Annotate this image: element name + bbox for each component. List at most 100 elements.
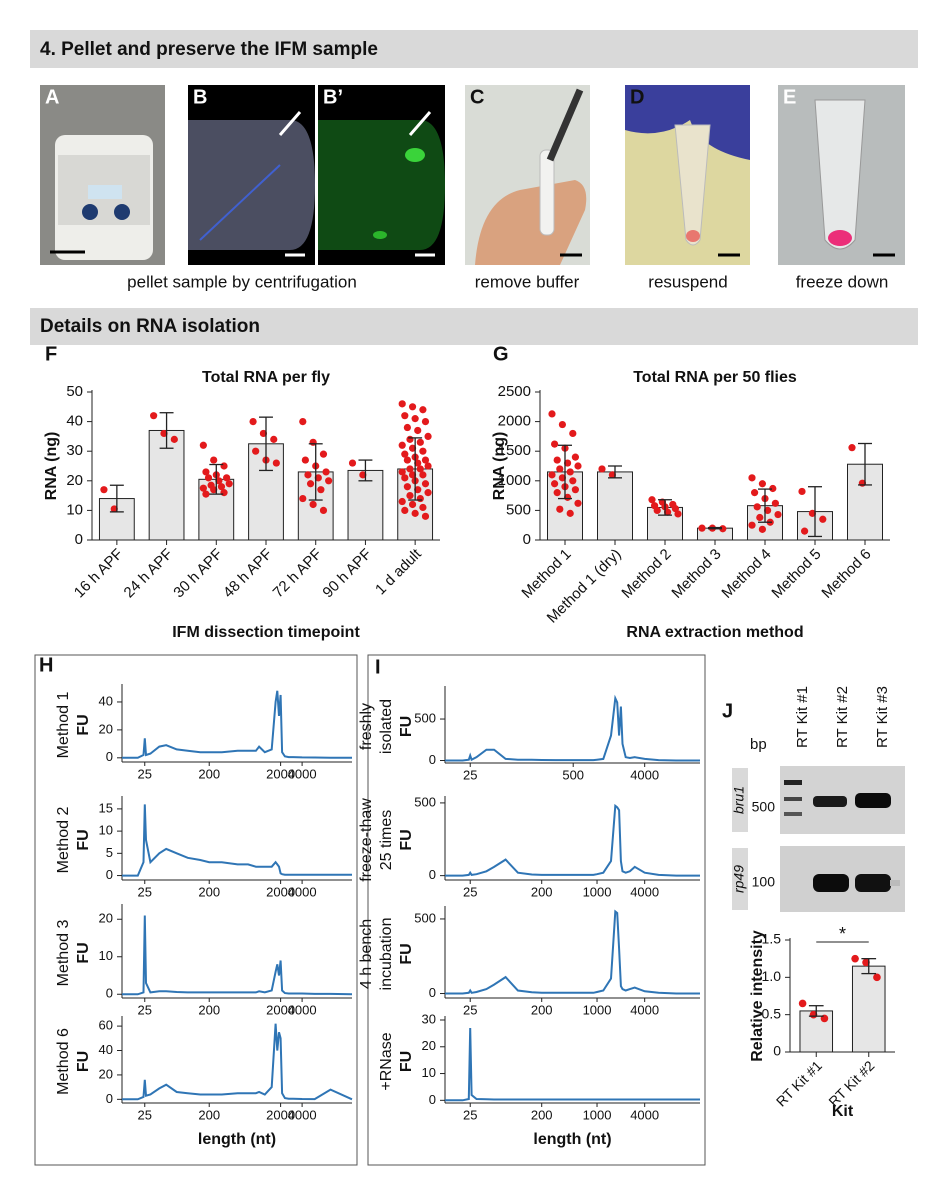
data-point bbox=[664, 508, 672, 516]
data-point bbox=[170, 435, 178, 443]
y-tick-label: 20 bbox=[99, 911, 113, 926]
data-point bbox=[758, 480, 767, 488]
x-tick-label: 2000 bbox=[266, 766, 295, 781]
chart-title: Total RNA per 50 flies bbox=[633, 369, 797, 386]
data-point bbox=[322, 468, 330, 476]
data-point bbox=[306, 480, 315, 488]
y-axis-label: FU bbox=[398, 716, 415, 737]
data-point bbox=[401, 412, 409, 420]
data-point bbox=[648, 496, 656, 504]
data-point bbox=[758, 525, 767, 533]
data-point bbox=[225, 480, 233, 488]
data-point bbox=[401, 506, 409, 514]
y-axis-label: FU bbox=[398, 829, 415, 850]
y-tick-label: 0 bbox=[523, 531, 531, 548]
data-point bbox=[674, 510, 682, 518]
chart-title: Total RNA per fly bbox=[202, 369, 330, 386]
x-tick-label: 4000 bbox=[630, 1107, 659, 1122]
panel-label: B bbox=[193, 86, 207, 108]
data-point bbox=[556, 505, 564, 513]
data-point bbox=[801, 527, 809, 535]
y-tick-label: 1500 bbox=[498, 442, 531, 459]
x-tick-label: 2000 bbox=[266, 1107, 295, 1122]
trace-title: 4 h bench bbox=[358, 919, 375, 989]
data-point bbox=[270, 435, 278, 443]
data-point bbox=[548, 410, 556, 418]
x-tick-label: 200 bbox=[198, 884, 220, 899]
data-point bbox=[100, 486, 108, 494]
data-point bbox=[398, 441, 406, 449]
data-point bbox=[751, 489, 759, 497]
data-point bbox=[406, 435, 414, 443]
x-tick-label: 16 h APF bbox=[71, 546, 127, 602]
trace bbox=[445, 909, 700, 995]
x-tick-label: 24 h APF bbox=[121, 546, 177, 602]
data-point bbox=[199, 484, 207, 492]
data-point bbox=[416, 494, 424, 503]
data-point bbox=[220, 462, 228, 470]
x-axis-label: length (nt) bbox=[533, 1131, 611, 1148]
data-point bbox=[558, 420, 567, 429]
trace-title: isolated bbox=[378, 699, 395, 754]
panel-frame bbox=[34, 654, 358, 1166]
y-tick-label: 20 bbox=[99, 721, 113, 736]
y-tick-label: 10 bbox=[99, 823, 113, 838]
x-axis-label: RNA extraction method bbox=[626, 624, 803, 641]
data-point bbox=[204, 474, 213, 482]
data-point bbox=[406, 492, 414, 500]
trace bbox=[122, 690, 352, 759]
x-tick-label: 25 bbox=[463, 767, 477, 782]
data-point bbox=[748, 521, 756, 529]
data-point bbox=[571, 486, 580, 494]
x-tick-label: 25 bbox=[138, 766, 152, 781]
data-point bbox=[414, 486, 422, 494]
data-point bbox=[424, 489, 432, 497]
panel-frame bbox=[367, 654, 706, 1166]
y-tick-label: 20 bbox=[66, 472, 83, 489]
data-point bbox=[558, 474, 567, 482]
header-bar bbox=[30, 308, 918, 345]
data-point bbox=[424, 432, 432, 440]
lane-label: RT Kit #2 bbox=[834, 686, 851, 748]
data-point bbox=[424, 462, 432, 470]
data-point bbox=[873, 973, 881, 982]
data-point bbox=[774, 510, 782, 519]
photo-a bbox=[40, 85, 165, 265]
x-tick-label: Method 2 bbox=[618, 546, 674, 602]
y-tick-label: 2000 bbox=[498, 413, 531, 430]
x-tick-label: 72 h APF bbox=[270, 546, 326, 602]
y-axis-label: FU bbox=[75, 1051, 92, 1072]
data-point bbox=[359, 471, 367, 479]
data-point bbox=[403, 423, 411, 432]
data-point bbox=[848, 444, 856, 452]
data-point bbox=[314, 474, 322, 482]
x-tick-label: 200 bbox=[198, 766, 220, 781]
x-tick-label: Method 6 bbox=[818, 546, 874, 602]
data-point bbox=[769, 484, 777, 493]
data-point bbox=[309, 500, 317, 509]
y-tick-label: 1.5 bbox=[762, 931, 782, 947]
y-tick-label: 500 bbox=[506, 501, 531, 518]
y-tick-label: 10 bbox=[99, 948, 113, 963]
data-point bbox=[319, 450, 328, 458]
y-tick-label: 40 bbox=[99, 1042, 113, 1057]
data-point bbox=[414, 426, 422, 435]
unit-label: bp bbox=[750, 736, 767, 753]
x-tick-label: 200 bbox=[198, 1002, 220, 1017]
data-point bbox=[202, 490, 210, 498]
x-tick-label: 500 bbox=[562, 767, 584, 782]
x-axis-label: IFM dissection timepoint bbox=[172, 624, 360, 641]
y-axis-label: FU bbox=[75, 942, 92, 963]
x-tick-label: 4000 bbox=[630, 884, 659, 899]
data-point bbox=[202, 468, 210, 476]
data-point bbox=[259, 429, 268, 438]
header-bar bbox=[30, 30, 918, 68]
trace bbox=[445, 1027, 700, 1102]
panel-label: F bbox=[45, 343, 57, 365]
x-tick-label: 48 h APF bbox=[220, 546, 276, 602]
data-point bbox=[798, 487, 806, 496]
y-tick-label: 60 bbox=[99, 1018, 113, 1033]
data-point bbox=[223, 474, 231, 482]
photo-e bbox=[778, 85, 905, 265]
data-point bbox=[851, 954, 859, 963]
